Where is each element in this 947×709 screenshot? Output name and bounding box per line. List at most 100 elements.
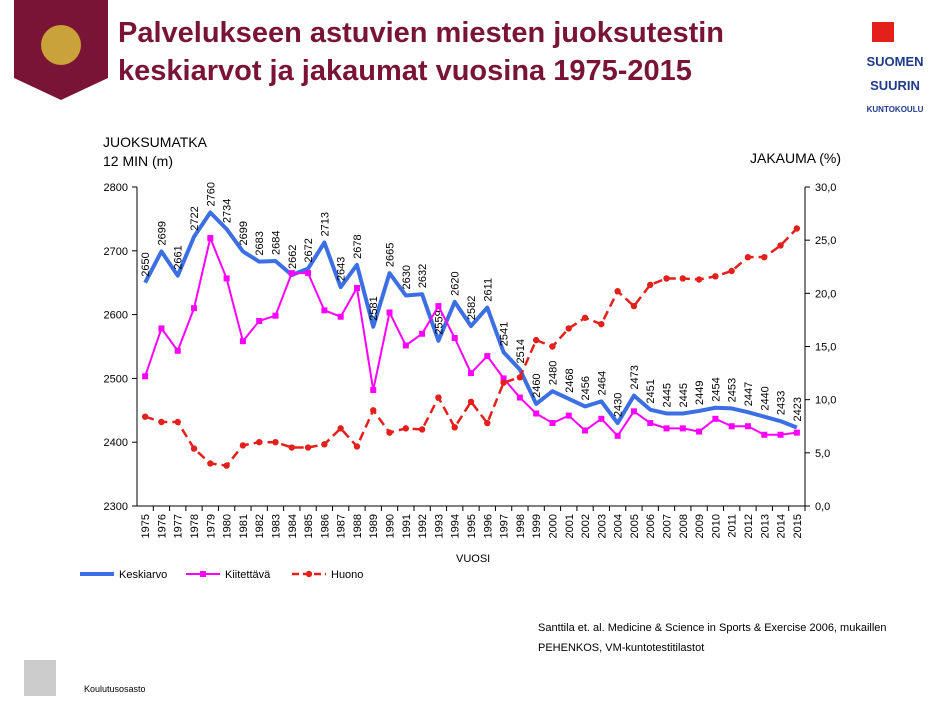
data-label: 2423 <box>792 397 804 421</box>
data-label: 2713 <box>319 212 331 236</box>
x-tick-label: 1994 <box>450 514 462 538</box>
marker <box>435 394 442 401</box>
marker <box>191 305 198 312</box>
marker <box>353 285 360 292</box>
x-tick-label: 2009 <box>694 514 706 538</box>
data-label: 2430 <box>613 393 625 417</box>
y2-tick-label: 30,0 <box>815 182 836 194</box>
x-tick-label: 1984 <box>287 514 299 538</box>
marker <box>793 429 800 436</box>
marker <box>353 443 361 450</box>
marker <box>272 439 279 446</box>
x-tick-label: 1975 <box>140 514 152 538</box>
marker <box>207 460 214 467</box>
x-tick-label: 1982 <box>254 514 266 538</box>
marker <box>500 375 507 382</box>
marker <box>141 413 149 420</box>
marker <box>598 415 605 422</box>
x-tick-label: 2010 <box>710 514 722 538</box>
x-tick-label: 1981 <box>238 514 250 538</box>
marker <box>777 242 784 249</box>
marker <box>468 370 474 377</box>
marker <box>418 426 426 433</box>
x-tick-label: 1993 <box>433 514 445 538</box>
x-tick-label: 2000 <box>547 514 559 538</box>
y2-tick-label: 5,0 <box>815 448 830 460</box>
data-label: 2684 <box>270 231 282 255</box>
x-tick-label: 2003 <box>596 514 608 538</box>
marker <box>533 410 540 417</box>
marker <box>647 420 654 427</box>
x-tick-label: 2013 <box>759 514 771 538</box>
data-label: 2699 <box>238 221 250 245</box>
x-tick-label: 2005 <box>629 514 641 538</box>
x-tick-label: 1978 <box>189 514 201 538</box>
marker <box>712 415 719 422</box>
x-tick-label: 2004 <box>613 514 625 538</box>
marker <box>451 334 458 341</box>
marker <box>288 270 295 277</box>
data-label: 2661 <box>173 245 185 269</box>
x-tick-label: 2002 <box>580 514 592 538</box>
x-tick-label: 1986 <box>319 514 331 538</box>
marker <box>744 423 751 430</box>
marker <box>793 225 801 232</box>
marker <box>663 425 670 432</box>
marker <box>467 398 475 405</box>
x-tick-label: 1987 <box>336 514 348 538</box>
marker <box>255 439 263 446</box>
x-tick-label: 1991 <box>401 514 413 538</box>
logo-line: SUURIN <box>870 78 920 93</box>
x-tick-label: 1976 <box>156 514 168 538</box>
data-label: 2453 <box>727 378 739 402</box>
data-label: 2473 <box>629 365 641 389</box>
marker <box>419 330 426 337</box>
marker <box>614 288 621 295</box>
data-label: 2672 <box>303 238 315 262</box>
y-tick-label: 2700 <box>104 246 128 258</box>
x-tick-label: 1995 <box>466 514 478 538</box>
logo-line: SUOMEN <box>866 54 924 69</box>
data-label: 2683 <box>254 231 266 255</box>
marker <box>532 336 540 344</box>
data-label: 2480 <box>547 361 559 385</box>
series-line <box>144 237 797 437</box>
marker <box>402 425 410 432</box>
series-line <box>143 210 798 430</box>
x-tick-label: 1992 <box>417 514 429 538</box>
marker <box>321 307 328 314</box>
footer-emblem <box>24 660 56 696</box>
data-label: 2449 <box>694 380 706 404</box>
x-tick-label: 1980 <box>222 514 234 538</box>
marker <box>549 343 556 350</box>
logo-mark <box>872 22 894 42</box>
marker <box>272 312 279 319</box>
marker <box>386 309 393 316</box>
marker <box>223 275 230 282</box>
data-label: 2456 <box>580 376 592 400</box>
y-tick-label: 2400 <box>104 437 128 449</box>
legend-label: Keskiarvo <box>119 569 167 581</box>
data-label: 2760 <box>205 182 217 206</box>
y2-tick-label: 0,0 <box>815 501 830 513</box>
logo-line: KUNTOKOULU <box>866 105 924 114</box>
legend-label: Huono <box>331 569 363 581</box>
data-label: 2445 <box>662 383 674 407</box>
marker <box>174 418 181 426</box>
data-label: 2611 <box>482 278 494 302</box>
logo: SUOMEN SUURIN KUNTOKOULU <box>860 44 930 128</box>
marker <box>663 275 670 282</box>
marker <box>304 444 312 451</box>
x-tick-label: 2001 <box>564 514 576 538</box>
data-label: 2630 <box>401 265 413 289</box>
marker <box>337 425 344 432</box>
x-tick-label: 1988 <box>352 514 364 538</box>
footer: Koulutusosasto <box>84 684 146 694</box>
marker <box>484 419 491 427</box>
marker <box>761 431 768 438</box>
marker <box>744 253 752 261</box>
x-tick-label: 1990 <box>385 514 397 538</box>
data-label: 2433 <box>776 391 788 415</box>
